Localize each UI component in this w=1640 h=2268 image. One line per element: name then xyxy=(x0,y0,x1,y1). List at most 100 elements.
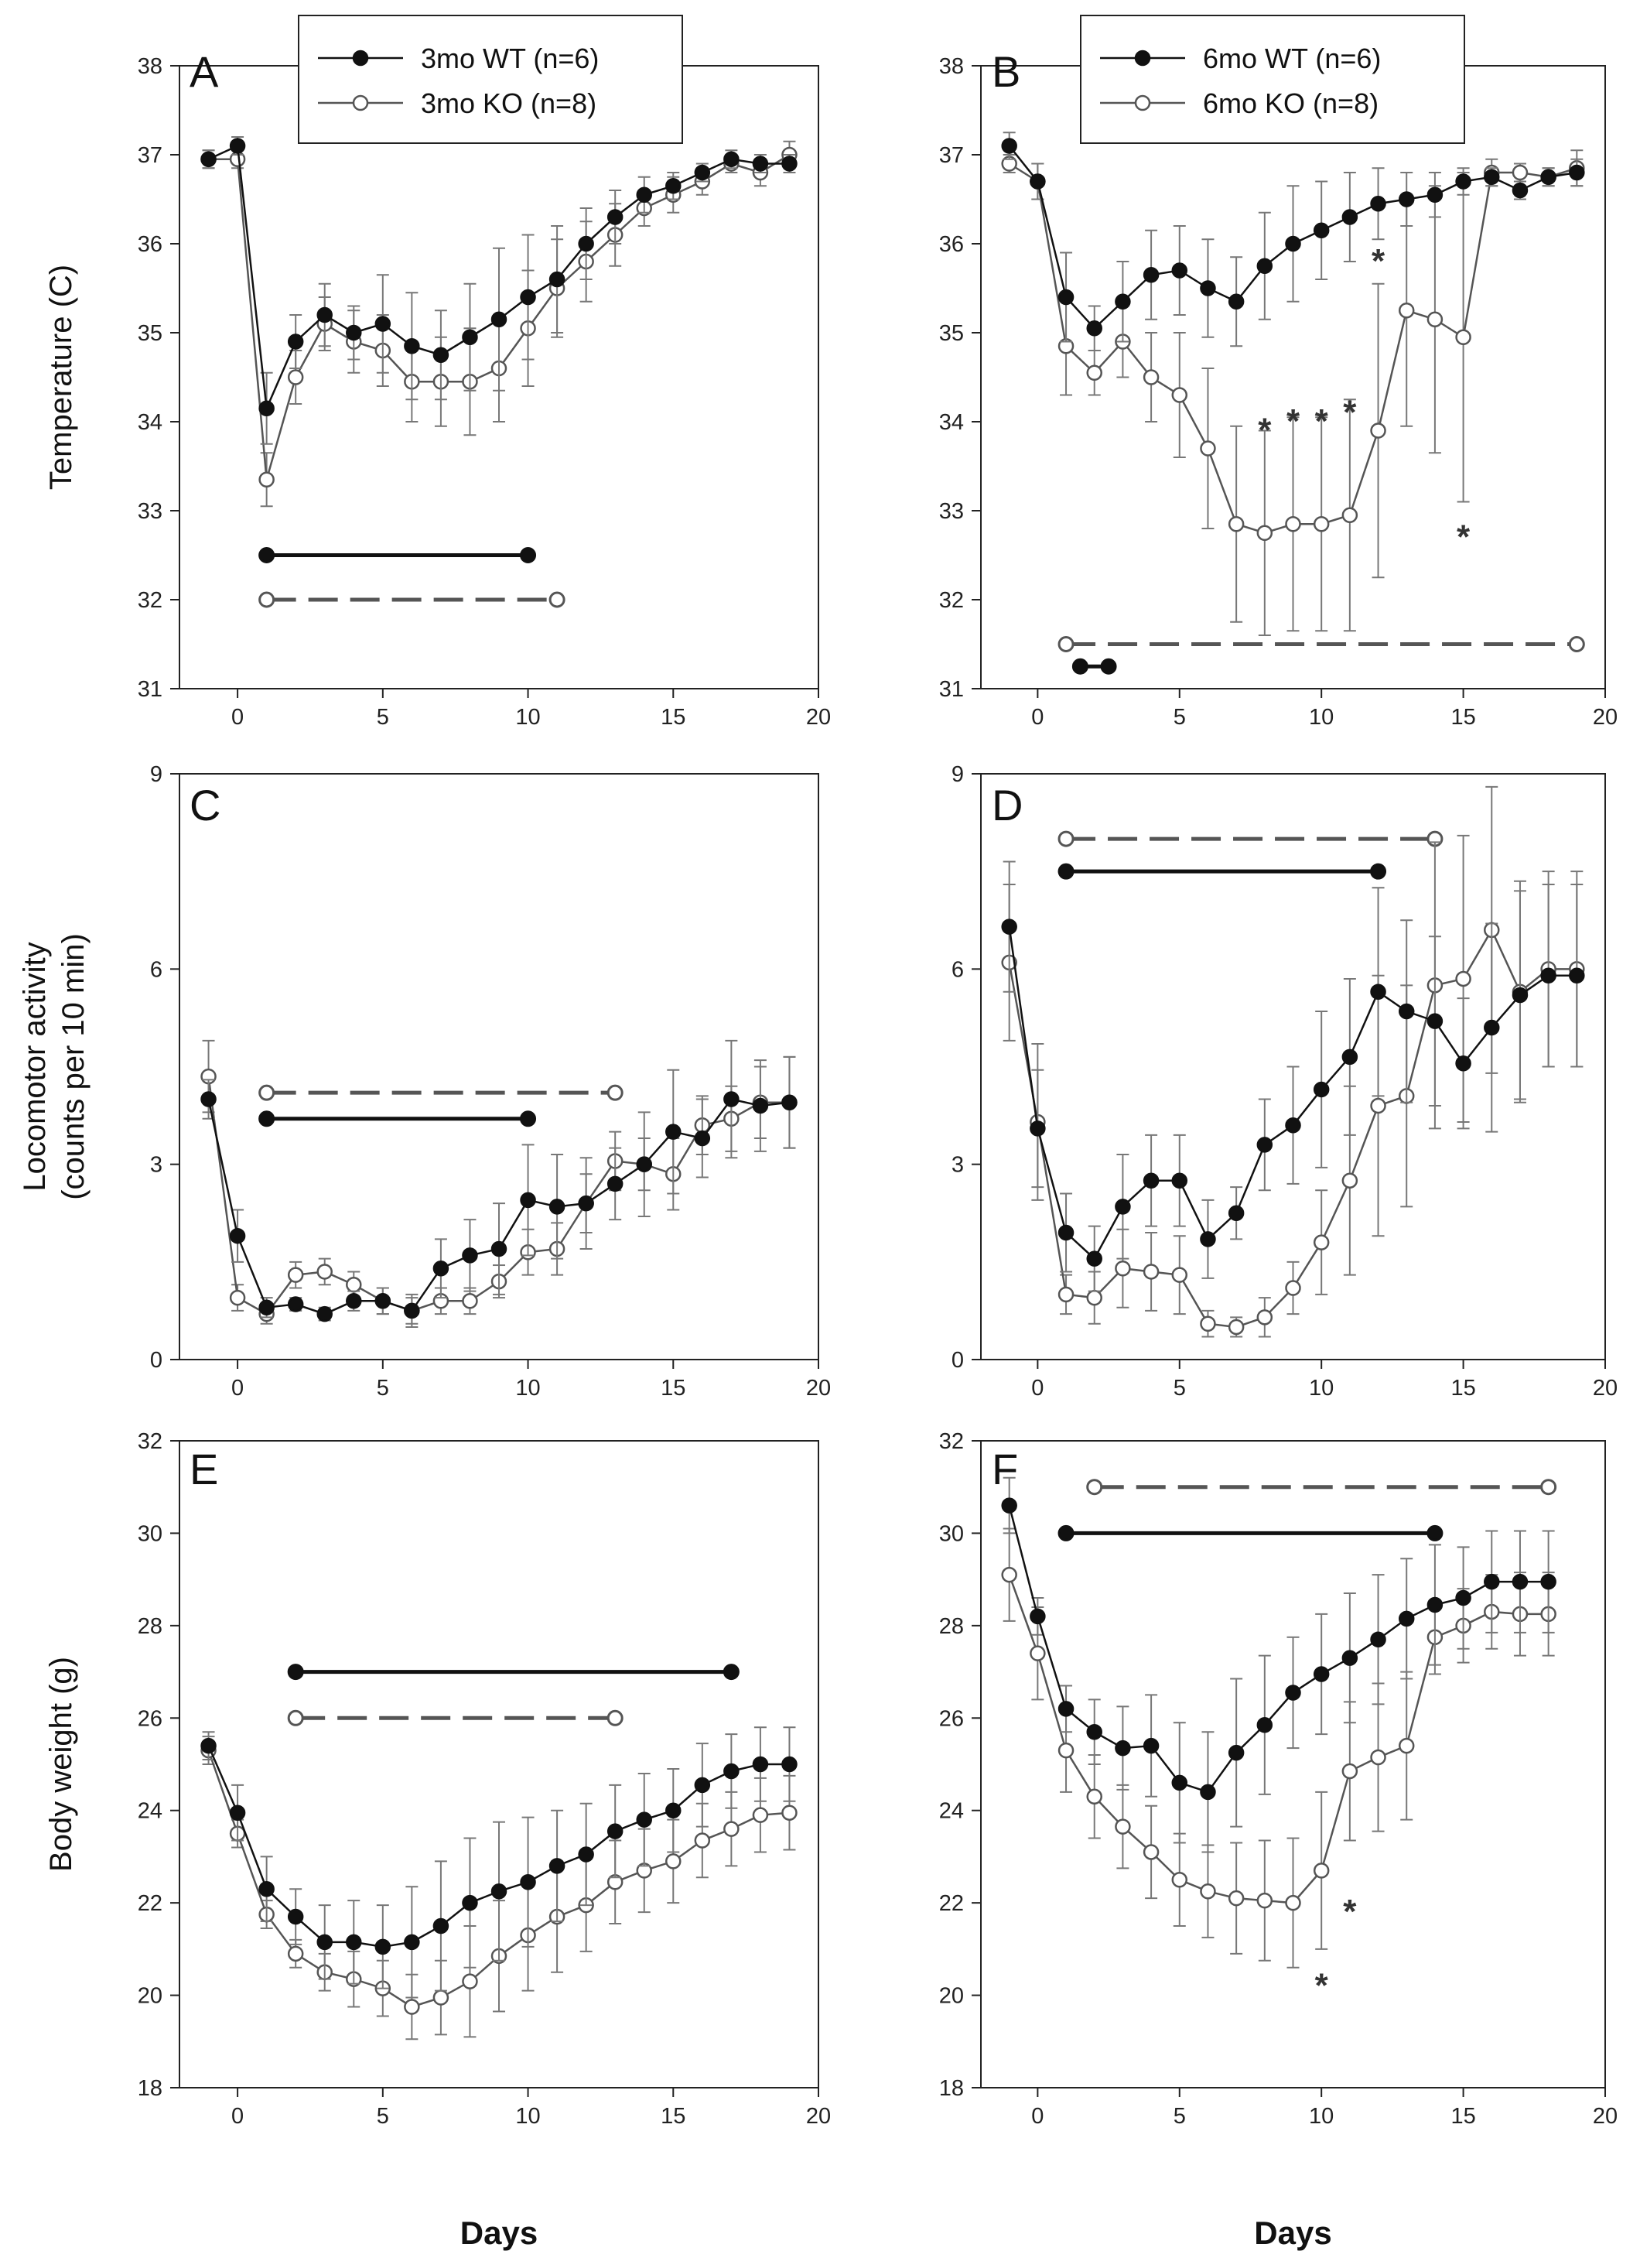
wt-data-point xyxy=(1285,1685,1301,1701)
wt-data-point xyxy=(1030,1120,1046,1137)
y-tick-label: 28 xyxy=(138,1614,162,1639)
wt-data-point xyxy=(1341,209,1358,225)
wt-data-point xyxy=(1200,1231,1216,1247)
legend-wt-marker xyxy=(352,50,369,67)
x-tick-label: 20 xyxy=(806,1376,831,1401)
legend-entry-label: 3mo WT (n=6) xyxy=(421,43,599,74)
ko-data-point xyxy=(1143,1264,1160,1280)
wt-data-point xyxy=(1086,320,1102,337)
y-tick-label: 24 xyxy=(939,1799,964,1824)
wt-significance-end xyxy=(520,547,537,563)
panel-label: C xyxy=(190,781,220,830)
ko-significance-end xyxy=(1540,1479,1557,1496)
x-tick-label: 20 xyxy=(1593,1376,1618,1401)
ko-significance-end xyxy=(1057,636,1075,652)
wt-significance-end xyxy=(1057,863,1075,880)
wt-data-point xyxy=(1512,1573,1529,1590)
wt-data-point xyxy=(1341,1048,1358,1066)
ko-data-point xyxy=(1057,1286,1075,1303)
y-tick-label: 22 xyxy=(939,1891,964,1916)
wt-data-point xyxy=(578,235,594,252)
wt-data-point xyxy=(752,1097,769,1114)
y-tick-label: 33 xyxy=(138,499,162,524)
wt-data-point xyxy=(520,1874,536,1890)
y-tick-label: 38 xyxy=(939,54,964,79)
significance-star: * xyxy=(1343,394,1357,432)
y-axis-label-2: (counts per 10 min) xyxy=(56,933,91,1200)
wt-data-point xyxy=(462,1894,478,1911)
panel-f: 0 5 10 15 20 18 20 22 24 26 28 30 32 F Days * * xyxy=(939,1429,1618,2251)
plot-frame xyxy=(179,773,819,1360)
x-tick-label: 10 xyxy=(1309,705,1334,730)
x-tick-label: 0 xyxy=(231,705,244,730)
wt-significance-end xyxy=(258,1110,275,1127)
wt-data-point xyxy=(404,1302,420,1319)
panel-label: A xyxy=(190,47,219,96)
panel-a: 0 5 10 15 20 31 32 33 34 35 36 37 38 A Temperature (C)… xyxy=(44,15,831,730)
ko-data-point xyxy=(1143,369,1160,385)
wt-data-point xyxy=(665,1802,682,1818)
plot-frame xyxy=(980,773,1606,1360)
ko-data-point xyxy=(1341,1172,1358,1189)
wt-data-point xyxy=(1569,967,1585,983)
legend-box xyxy=(298,15,683,144)
wt-data-point xyxy=(1200,280,1216,296)
ko-data-point xyxy=(723,1821,740,1837)
y-tick-label: 33 xyxy=(939,499,964,524)
wt-data-point xyxy=(1484,169,1500,185)
ko-significance-end xyxy=(606,1084,624,1101)
legend-box xyxy=(1080,15,1465,144)
panel-label: E xyxy=(190,1445,218,1493)
x-tick-label: 5 xyxy=(1174,2104,1186,2129)
x-axis-label: Days xyxy=(460,2215,538,2251)
legend-ko-marker xyxy=(1134,94,1151,111)
wt-data-point xyxy=(694,1777,711,1794)
wt-data-point xyxy=(606,1175,624,1192)
wt-data-point xyxy=(1341,1650,1358,1666)
wt-data-point xyxy=(606,209,624,225)
ko-data-point xyxy=(462,1293,478,1309)
x-tick-label: 10 xyxy=(515,1376,540,1401)
wt-data-point xyxy=(1030,173,1046,190)
x-tick-label: 5 xyxy=(1174,705,1186,730)
wt-data-point xyxy=(374,1938,391,1955)
y-tick-label: 30 xyxy=(138,1521,162,1546)
wt-data-point xyxy=(723,1091,740,1107)
ko-data-point xyxy=(1341,507,1358,523)
wt-data-point xyxy=(258,1299,275,1315)
wt-data-point xyxy=(578,1195,594,1212)
wt-data-point xyxy=(1484,1019,1500,1036)
wt-data-point xyxy=(1001,918,1017,935)
ko-data-point xyxy=(1171,1872,1188,1888)
wt-data-point xyxy=(287,1908,304,1925)
wt-significance-end xyxy=(1100,658,1117,675)
ko-data-point xyxy=(1455,970,1471,987)
y-tick-label: 38 xyxy=(138,54,162,79)
x-tick-label: 10 xyxy=(1309,1376,1334,1401)
ko-data-point xyxy=(1341,1763,1358,1780)
wt-data-point xyxy=(1143,267,1160,283)
y-tick-label: 3 xyxy=(150,1153,162,1178)
ko-data-point xyxy=(287,1267,304,1283)
wt-data-point xyxy=(258,400,275,416)
ko-data-point xyxy=(1256,1892,1273,1909)
wt-data-point xyxy=(346,1934,362,1951)
panel-label: D xyxy=(992,781,1023,830)
x-tick-label: 0 xyxy=(1031,2104,1044,2129)
y-axis-label: Locomotor activity xyxy=(18,942,52,1191)
y-axis-label: Body weight (g) xyxy=(44,1657,78,1872)
x-tick-label: 0 xyxy=(231,2104,244,2129)
x-tick-label: 10 xyxy=(515,2104,540,2129)
wt-data-point xyxy=(1398,1610,1415,1627)
wt-significance-end xyxy=(1426,1524,1444,1541)
wt-significance-end xyxy=(1057,1524,1075,1541)
y-tick-label: 34 xyxy=(939,410,964,435)
panel-d: 0 5 10 15 20 0 3 6 9 D xyxy=(952,762,1618,1401)
x-tick-label: 10 xyxy=(1309,2104,1334,2129)
wt-significance-end xyxy=(1370,863,1387,880)
x-tick-label: 20 xyxy=(1593,2104,1618,2129)
wt-data-point xyxy=(316,1934,333,1951)
wt-data-point xyxy=(404,338,420,354)
x-tick-label: 15 xyxy=(661,705,685,730)
